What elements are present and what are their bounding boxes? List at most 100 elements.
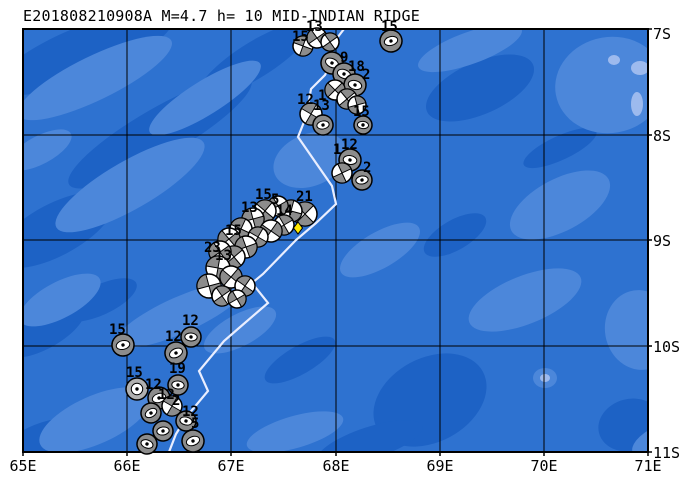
- depth-label: 12: [145, 377, 162, 393]
- bathy-patch-light: [468, 268, 582, 332]
- beachball-center-dot: [361, 123, 365, 127]
- bathy-patch-light: [149, 60, 261, 136]
- mid-indian-ridge-line: [167, 29, 345, 452]
- focal-mechanism-beachball: [320, 32, 340, 52]
- depth-label: 9: [340, 50, 348, 66]
- bathy-patch-light: [246, 411, 344, 452]
- beachball-center-dot: [348, 158, 352, 162]
- depth-label: 13: [313, 98, 330, 114]
- x-axis-label: 65E: [9, 457, 36, 475]
- depth-label: 12: [158, 387, 175, 403]
- depth-label: 23: [204, 240, 221, 256]
- y-axis-label: 8S: [653, 127, 671, 145]
- focal-mechanism-beachball: [167, 374, 189, 396]
- x-axis-label: 71E: [634, 457, 661, 475]
- bathy-patch-xlight: [631, 61, 648, 75]
- beachball-quadrants: [227, 290, 247, 308]
- y-axis-label: 10S: [653, 338, 680, 356]
- event-marker-layer: [292, 221, 304, 235]
- y-axis-label: 7S: [653, 25, 671, 43]
- bathy-patch-light: [632, 422, 648, 452]
- x-axis-label: 67E: [217, 457, 244, 475]
- depth-label: 15: [353, 104, 370, 120]
- bathy-patch-xlight: [653, 87, 663, 103]
- depth-label: 21: [296, 189, 313, 205]
- bathy-patch-dark: [423, 213, 487, 257]
- depth-label: 1: [318, 88, 326, 104]
- depth-label: 12: [341, 137, 358, 153]
- beachball-center-dot: [145, 442, 149, 446]
- focal-mechanism-beachball: [227, 289, 247, 309]
- bathy-patch-xlight: [608, 55, 620, 65]
- focal-mechanism-beachball: [161, 395, 183, 417]
- depth-label: 12: [182, 404, 199, 420]
- bathy-patch-xlight: [631, 92, 643, 116]
- depth-label: 2: [172, 393, 180, 409]
- bathy-patch-light: [604, 290, 648, 370]
- figure-title: E201808210908A M=4.7 h= 10 MID-INDIAN RI…: [23, 7, 420, 25]
- y-axis-label: 11S: [653, 444, 680, 462]
- focal-mechanism-beachball: [140, 402, 162, 424]
- depth-label: 15: [381, 19, 398, 35]
- depth-label: 15: [255, 187, 272, 203]
- x-axis-label: 68E: [322, 457, 349, 475]
- beachball-center-dot: [157, 396, 161, 400]
- focal-mechanism-beachball: [353, 115, 373, 135]
- focal-mechanism-beachball: [379, 29, 403, 53]
- x-axis-label: 70E: [530, 457, 557, 475]
- focal-mechanism-beachball: [351, 169, 373, 191]
- beachball-center-dot: [174, 351, 178, 355]
- depth-label: 18: [348, 59, 365, 75]
- focal-mechanism-beachball: [331, 162, 353, 184]
- x-axis: 65E 66E 67E 68E 69E 70E 71E: [9, 452, 662, 475]
- focal-mechanism-beachball: [136, 433, 158, 455]
- bathy-patch-dark: [63, 278, 137, 322]
- y-axis-label: 9S: [653, 232, 671, 250]
- bathy-patch-light: [39, 387, 151, 452]
- depth-label: 14: [276, 203, 293, 219]
- beachball-quadrants: [347, 95, 367, 115]
- bathy-patch-light: [418, 29, 522, 73]
- bathy-patch-dark: [264, 336, 336, 384]
- beachball-quadrants: [213, 285, 231, 307]
- bathy-patch-dark: [523, 127, 597, 169]
- bathy-patch-light: [273, 132, 347, 188]
- depth-label: 15: [292, 29, 309, 45]
- beachball-center-dot: [330, 61, 334, 65]
- depth-label: 15: [109, 322, 126, 338]
- beachball-center-dot: [191, 439, 195, 443]
- depth-label: 12: [165, 329, 182, 345]
- bathy-patch-dark: [317, 420, 423, 452]
- bathy-patch-dark: [23, 29, 174, 95]
- focal-mechanism-beachball: [152, 420, 174, 442]
- depth-label: 2: [363, 160, 371, 176]
- depth-label: 1: [333, 142, 341, 158]
- beachball-center-dot: [389, 39, 393, 43]
- x-axis-label: 66E: [113, 457, 140, 475]
- focal-mechanism-beachball: [180, 326, 202, 348]
- focal-mechanism-beachball: [347, 95, 367, 115]
- beachball-center-dot: [149, 411, 153, 415]
- focal-mechanism-beachball: [111, 333, 135, 357]
- focal-mechanism-beachball: [125, 377, 149, 401]
- focal-mechanism-beachball: [164, 341, 188, 365]
- focal-mechanism-beachball: [181, 429, 205, 453]
- beachball-center-dot: [321, 123, 325, 127]
- depth-label: 12: [182, 313, 199, 329]
- depth-label: 13: [241, 200, 258, 216]
- y-axis: 7S 8S 9S 10S 11S: [648, 25, 680, 462]
- bathy-patch-xlight: [540, 374, 550, 382]
- beachball-center-dot: [135, 387, 139, 391]
- depth-label: 15: [126, 365, 143, 381]
- depth-label: 5: [191, 416, 199, 432]
- beachball-center-dot: [176, 383, 180, 387]
- bathy-patch-light: [509, 170, 611, 240]
- beachball-center-dot: [342, 72, 346, 76]
- bathy-patch-light: [23, 273, 101, 327]
- event-epicenter-marker: [292, 221, 304, 235]
- beachball-quadrants: [162, 395, 182, 417]
- depth-label: 12: [297, 92, 314, 108]
